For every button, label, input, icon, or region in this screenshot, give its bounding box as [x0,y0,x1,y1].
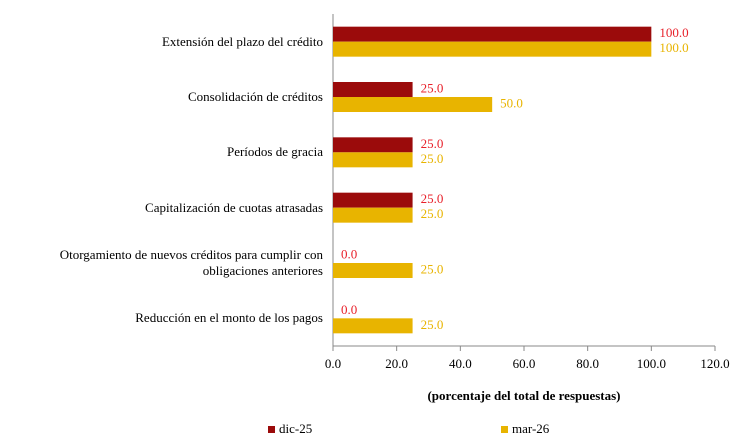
value-label: 0.0 [341,246,357,261]
bar [333,207,413,223]
category-label: Períodos de gracia [226,144,323,160]
x-tick-label: 60.0 [513,356,536,371]
x-tick-label: 80.0 [576,356,599,371]
value-label: 25.0 [421,136,444,151]
bar [333,137,413,153]
legend-label: mar-26 [512,421,550,435]
value-label: 25.0 [421,261,444,276]
x-tick-label: 0.0 [325,356,341,371]
legend-swatch [501,426,508,433]
legend-label: dic-25 [279,421,312,435]
bar [333,318,413,334]
value-label: 25.0 [421,191,444,206]
category-label: Consolidación de créditos [187,89,323,104]
bar [333,97,493,112]
x-tick-label: 40.0 [449,356,472,371]
category-label: Otorgamiento de nuevos créditos para cum… [59,247,323,278]
value-label: 25.0 [421,80,444,95]
category-label: Extensión del plazo del crédito [161,33,323,49]
category-label: Capitalización de cuotas atrasadas [145,199,323,215]
value-label: 25.0 [421,317,444,332]
legend-swatch [268,426,275,433]
value-label: 25.0 [421,151,444,166]
category-label: Reducción en el monto de los pagos [135,310,323,326]
x-tick-label: 100.0 [637,356,666,371]
x-tick-label: 20.0 [385,356,408,371]
x-axis-label: (porcentaje del total de respuestas) [427,388,620,403]
bar [333,192,413,208]
bar [333,263,413,278]
value-label: 25.0 [421,206,444,221]
bar [333,41,652,57]
bar [333,26,652,42]
x-tick-label: 120.0 [700,356,729,371]
value-label: 50.0 [500,95,523,110]
bar [333,152,413,168]
bar [333,82,413,97]
value-label: 100.0 [659,25,688,40]
value-label: 0.0 [341,302,357,317]
value-label: 100.0 [659,40,688,55]
